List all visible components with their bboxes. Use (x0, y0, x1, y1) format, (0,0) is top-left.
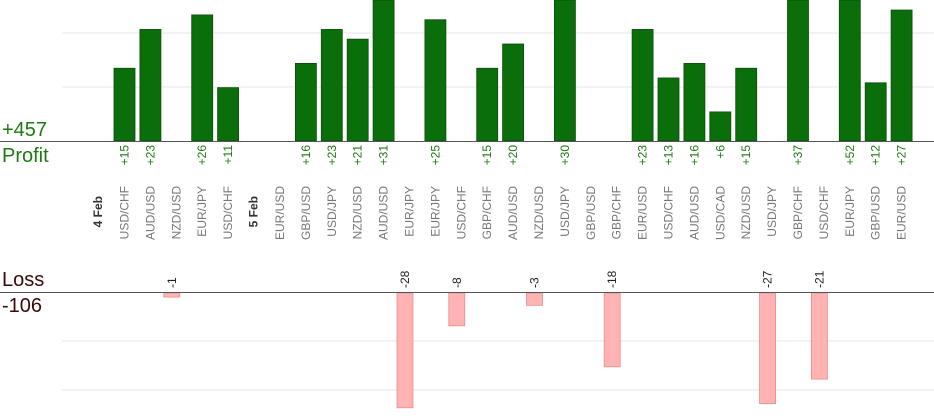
profit-value-label: +31 (377, 145, 391, 166)
loss-bar (526, 292, 543, 306)
pair-label: EUR/USD (636, 186, 650, 240)
pair-label: EUR/USD (895, 186, 909, 240)
profit-bar (890, 9, 913, 142)
pair-label: GBP/CHF (610, 186, 624, 239)
loss-value-label: -1 (165, 277, 179, 288)
profit-bar (709, 111, 732, 142)
pair-label: USD/JPY (765, 186, 779, 237)
pair-label: USD/CAD (713, 186, 727, 240)
loss-value-label: -8 (450, 277, 464, 288)
profit-value-label: +11 (221, 145, 235, 165)
profit-bar (735, 67, 758, 142)
pair-label: NZD/USD (169, 186, 183, 240)
loss-value-label: -27 (761, 270, 775, 288)
profit-value-label: +15 (739, 145, 753, 166)
profit-bar (346, 38, 369, 142)
loss-value-label: -18 (605, 270, 619, 288)
loss-bar (603, 292, 621, 368)
pair-label: GBP/CHF (480, 186, 494, 239)
profit-value-label: +30 (558, 145, 572, 166)
profit-total: +457 (2, 119, 48, 141)
pair-label: EUR/JPY (195, 186, 209, 237)
profit-value-label: +26 (195, 145, 209, 166)
profit-value-label: +16 (299, 145, 313, 166)
profit-bar (372, 0, 395, 142)
profit-label: Profit (2, 145, 49, 167)
loss-value-label: -28 (398, 270, 412, 288)
profit-bar (787, 0, 809, 142)
profit-bar (217, 87, 240, 142)
profit-value-label: +52 (843, 145, 857, 166)
loss-total: -106 (2, 295, 43, 317)
pair-label: AUD/USD (687, 186, 701, 240)
profit-value-label: +15 (480, 145, 494, 166)
pair-label: USD/CHF (454, 186, 468, 239)
date-label: 5 Feb (247, 196, 261, 227)
profit-value-label: +15 (118, 145, 132, 166)
profit-value-label: +13 (662, 145, 676, 166)
pair-label: AUD/USD (143, 186, 157, 240)
loss-label: Loss (2, 269, 45, 291)
profit-value-label: +16 (687, 145, 701, 166)
profit-bar (838, 0, 861, 142)
loss-value-label: -3 (528, 277, 542, 288)
profit-value-label: +25 (428, 145, 442, 166)
pair-label: GBP/USD (299, 186, 313, 240)
pair-label: EUR/JPY (403, 186, 417, 237)
profit-value-label: +6 (713, 145, 727, 159)
pair-label: AUD/USD (377, 186, 391, 240)
profit-bar (320, 29, 343, 142)
pair-label: USD/CHF (118, 186, 132, 239)
pair-label: USD/CHF (662, 186, 676, 239)
profit-value-label: +21 (351, 145, 365, 166)
loss-bar (163, 292, 181, 298)
profit-value-label: +27 (895, 145, 909, 166)
loss-bar (759, 292, 776, 405)
pair-label: AUD/USD (506, 186, 520, 240)
pair-label: USD/JPY (558, 186, 572, 237)
profit-bar (683, 63, 706, 142)
profit-value-label: +23 (325, 145, 339, 166)
profit-bar (657, 77, 680, 142)
pair-label: USD/JPY (325, 186, 339, 237)
profit-bar (113, 67, 136, 142)
pair-label: NZD/USD (739, 186, 753, 240)
profit-bar (191, 14, 214, 142)
profit-bar (864, 82, 887, 142)
profit-bar (476, 67, 499, 142)
date-label: 4 Feb (91, 196, 105, 227)
pair-label: GBP/USD (584, 186, 598, 240)
pair-label: USD/CHF (817, 186, 831, 239)
loss-bar (396, 292, 414, 409)
profit-bar (502, 43, 525, 142)
profit-bar (424, 19, 447, 142)
profit-value-label: +23 (143, 145, 157, 166)
loss-value-label: -21 (812, 270, 826, 288)
profit-value-label: +20 (506, 145, 520, 166)
profit-value-label: +37 (791, 145, 805, 166)
profit-bar (631, 29, 654, 142)
pair-label: EUR/USD (273, 186, 287, 240)
pair-label: GBP/CHF (791, 186, 805, 239)
pair-label: NZD/USD (351, 186, 365, 240)
profit-value-label: +12 (869, 145, 883, 166)
pair-label: USD/CHF (221, 186, 235, 239)
loss-bar (811, 292, 828, 380)
profit-value-label: +23 (636, 145, 650, 166)
profit-bar (294, 63, 317, 142)
pair-label: EUR/JPY (428, 186, 442, 237)
profit-bar (554, 0, 576, 142)
pair-label: NZD/USD (532, 186, 546, 240)
profit-bar (139, 29, 162, 142)
loss-bar (448, 292, 466, 327)
pair-label: EUR/JPY (843, 186, 857, 237)
pair-label: GBP/USD (869, 186, 883, 240)
